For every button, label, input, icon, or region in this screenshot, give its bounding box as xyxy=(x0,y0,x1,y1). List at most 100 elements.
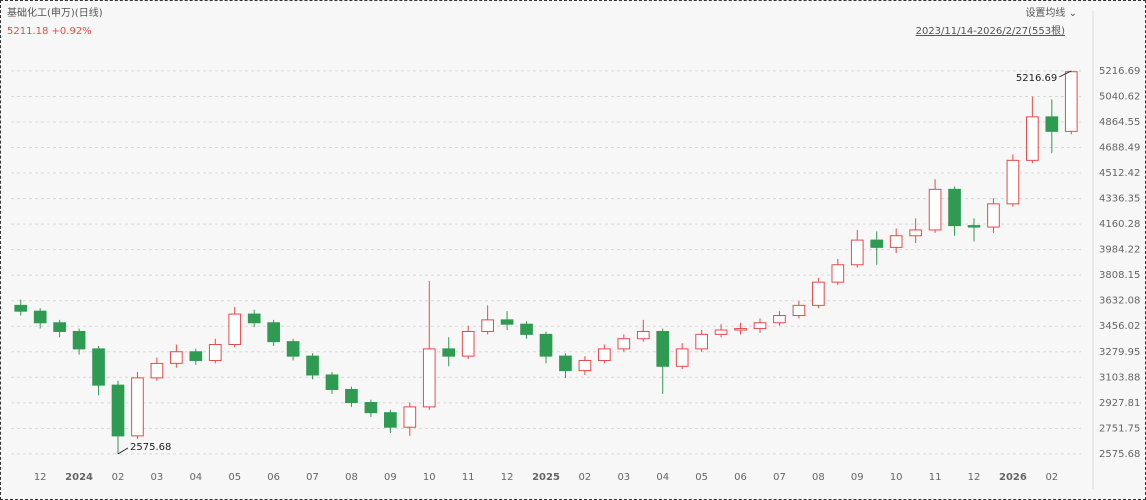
ma-settings[interactable]: 设置均线 ⌄ xyxy=(1025,6,1077,19)
date-range: 2023/11/14-2026/2/27(553根) xyxy=(916,24,1066,37)
candle-body xyxy=(617,338,631,350)
candle-body xyxy=(656,330,670,367)
candle-body xyxy=(1045,116,1059,132)
y-tick-label: 5216.69 xyxy=(1099,66,1140,77)
candle-body xyxy=(598,348,611,361)
y-tick-label: 2751.75 xyxy=(1099,423,1140,434)
candle-body xyxy=(442,348,456,357)
candle-body xyxy=(675,348,689,367)
x-tick-label: 2026 xyxy=(999,472,1027,483)
y-tick-label: 2927.81 xyxy=(1099,398,1140,409)
candle-body xyxy=(948,188,961,227)
candle-body xyxy=(403,406,417,428)
x-tick-label: 06 xyxy=(734,472,747,483)
candle-body xyxy=(714,329,728,335)
x-tick-label: 03 xyxy=(617,472,630,483)
candle-body xyxy=(422,348,436,408)
candle-body xyxy=(247,313,261,324)
high-label: 5216.69 xyxy=(1016,73,1057,84)
candle-body xyxy=(72,330,86,350)
candle-body xyxy=(267,322,280,343)
candle-body xyxy=(773,315,786,324)
candle-body xyxy=(131,377,144,437)
y-tick-label: 5040.62 xyxy=(1099,91,1140,102)
candle-body xyxy=(578,359,592,372)
x-tick-label: 2025 xyxy=(532,472,560,483)
candle-body xyxy=(481,319,494,332)
x-tick-label: 04 xyxy=(189,472,202,483)
x-tick-label: 03 xyxy=(151,472,164,483)
candle-body xyxy=(33,310,47,324)
candle-body xyxy=(150,362,164,379)
candle-body xyxy=(364,402,378,414)
candle-body xyxy=(987,203,1000,228)
chart-title: 基础化工(申万)(日线) xyxy=(7,6,103,19)
candle-body xyxy=(384,412,397,428)
candle-body xyxy=(461,330,475,357)
candle-body xyxy=(520,323,533,335)
x-tick-label: 12 xyxy=(34,472,47,483)
x-tick-label: 2024 xyxy=(65,472,93,483)
y-tick-label: 2575.68 xyxy=(1099,449,1140,460)
candle-body xyxy=(559,355,572,372)
candle-body xyxy=(792,304,806,317)
candle-body xyxy=(831,264,845,283)
candle-body xyxy=(92,348,105,386)
candle-body xyxy=(1006,159,1020,205)
candle-body xyxy=(850,239,864,266)
candle-body xyxy=(14,304,28,312)
candle-body xyxy=(53,322,66,332)
x-tick-label: 05 xyxy=(228,472,241,483)
candle-body xyxy=(228,313,242,346)
candle-body xyxy=(1026,116,1039,161)
x-tick-label: 09 xyxy=(384,472,397,483)
high-pointer xyxy=(1059,70,1072,78)
candle-body xyxy=(111,384,125,437)
candle-body xyxy=(306,355,319,376)
y-tick-label: 3808.15 xyxy=(1099,270,1140,281)
candle-body xyxy=(870,239,884,248)
x-tick-label: 12 xyxy=(968,472,981,483)
x-tick-label: 09 xyxy=(851,472,864,483)
candle-body xyxy=(695,333,708,350)
price-change: 5211.18 +0.92% xyxy=(7,26,92,37)
candle-body xyxy=(345,388,358,404)
x-tick-label: 10 xyxy=(890,472,903,483)
x-tick-label: 02 xyxy=(579,472,592,483)
x-tick-label: 08 xyxy=(345,472,358,483)
low-label: 2575.68 xyxy=(130,442,171,453)
x-tick-label: 12 xyxy=(501,472,514,483)
x-tick-label: 06 xyxy=(267,472,280,483)
y-tick-label: 4160.28 xyxy=(1099,219,1140,230)
candle-body xyxy=(928,188,942,231)
x-tick-label: 10 xyxy=(423,472,436,483)
x-tick-label: 05 xyxy=(695,472,708,483)
x-tick-label: 11 xyxy=(462,472,475,483)
candle-body xyxy=(909,229,922,237)
y-tick-label: 3632.08 xyxy=(1099,296,1140,307)
candle-body xyxy=(208,344,222,361)
candle-body xyxy=(889,235,903,248)
candle-body xyxy=(286,341,300,357)
candle-body xyxy=(189,351,203,361)
y-tick-label: 4512.42 xyxy=(1099,168,1140,179)
candle-body xyxy=(1064,71,1078,132)
candle-body xyxy=(170,351,183,364)
y-tick-label: 4336.35 xyxy=(1099,194,1140,205)
candle-body xyxy=(753,322,767,330)
x-tick-label: 02 xyxy=(112,472,125,483)
candle-body xyxy=(734,328,747,331)
x-tick-label: 07 xyxy=(773,472,786,483)
candle-body xyxy=(325,374,339,390)
candle-body xyxy=(539,333,553,357)
candle-body xyxy=(812,281,825,306)
x-tick-label: 11 xyxy=(929,472,942,483)
candle-body xyxy=(500,319,514,325)
x-tick-label: 02 xyxy=(1045,472,1058,483)
y-tick-label: 4688.49 xyxy=(1099,143,1140,154)
low-pointer xyxy=(117,447,129,455)
y-tick-label: 3456.02 xyxy=(1099,321,1140,332)
y-tick-label: 3279.95 xyxy=(1099,347,1140,358)
